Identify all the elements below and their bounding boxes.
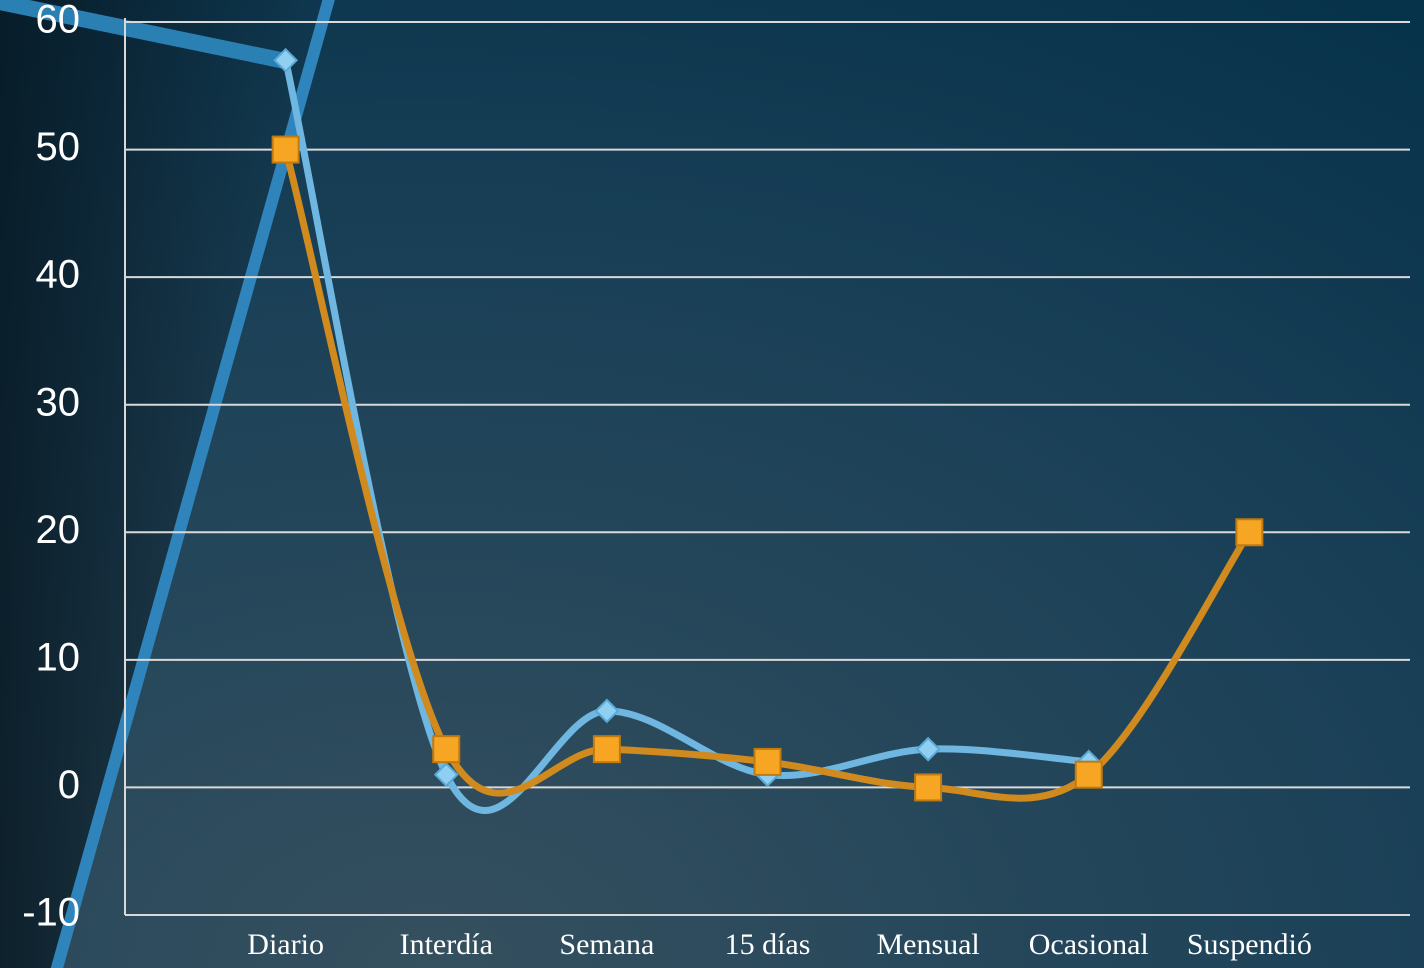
- decor-shade: [0, 0, 330, 968]
- x-tick-label: Semana: [559, 928, 654, 961]
- x-tick-label: Interdía: [400, 928, 493, 961]
- y-tick-label: 10: [36, 635, 81, 679]
- y-tick-label: 50: [36, 125, 81, 169]
- y-tick-label: 20: [36, 508, 81, 552]
- marker: [271, 135, 300, 164]
- y-tick-label: 40: [36, 253, 81, 297]
- x-tick-label: 15 días: [725, 928, 811, 961]
- y-tick-label: -10: [22, 891, 80, 935]
- x-tick-label: Ocasional: [1029, 928, 1149, 961]
- marker: [594, 698, 620, 724]
- marker: [753, 747, 782, 776]
- marker: [432, 735, 461, 764]
- marker: [273, 47, 299, 73]
- marker: [592, 735, 621, 764]
- marker: [433, 762, 459, 788]
- y-tick-label: 30: [36, 380, 81, 424]
- marker: [915, 736, 941, 762]
- y-tick-label: 0: [58, 763, 80, 807]
- marker: [914, 773, 943, 802]
- marker: [1235, 518, 1264, 547]
- decor-line: [0, 0, 292, 70]
- y-tick-label: 60: [36, 0, 81, 42]
- x-tick-label: Diario: [247, 928, 324, 961]
- x-tick-label: Mensual: [876, 928, 979, 961]
- x-tick-label: Suspendió: [1187, 928, 1312, 961]
- marker: [1074, 760, 1103, 789]
